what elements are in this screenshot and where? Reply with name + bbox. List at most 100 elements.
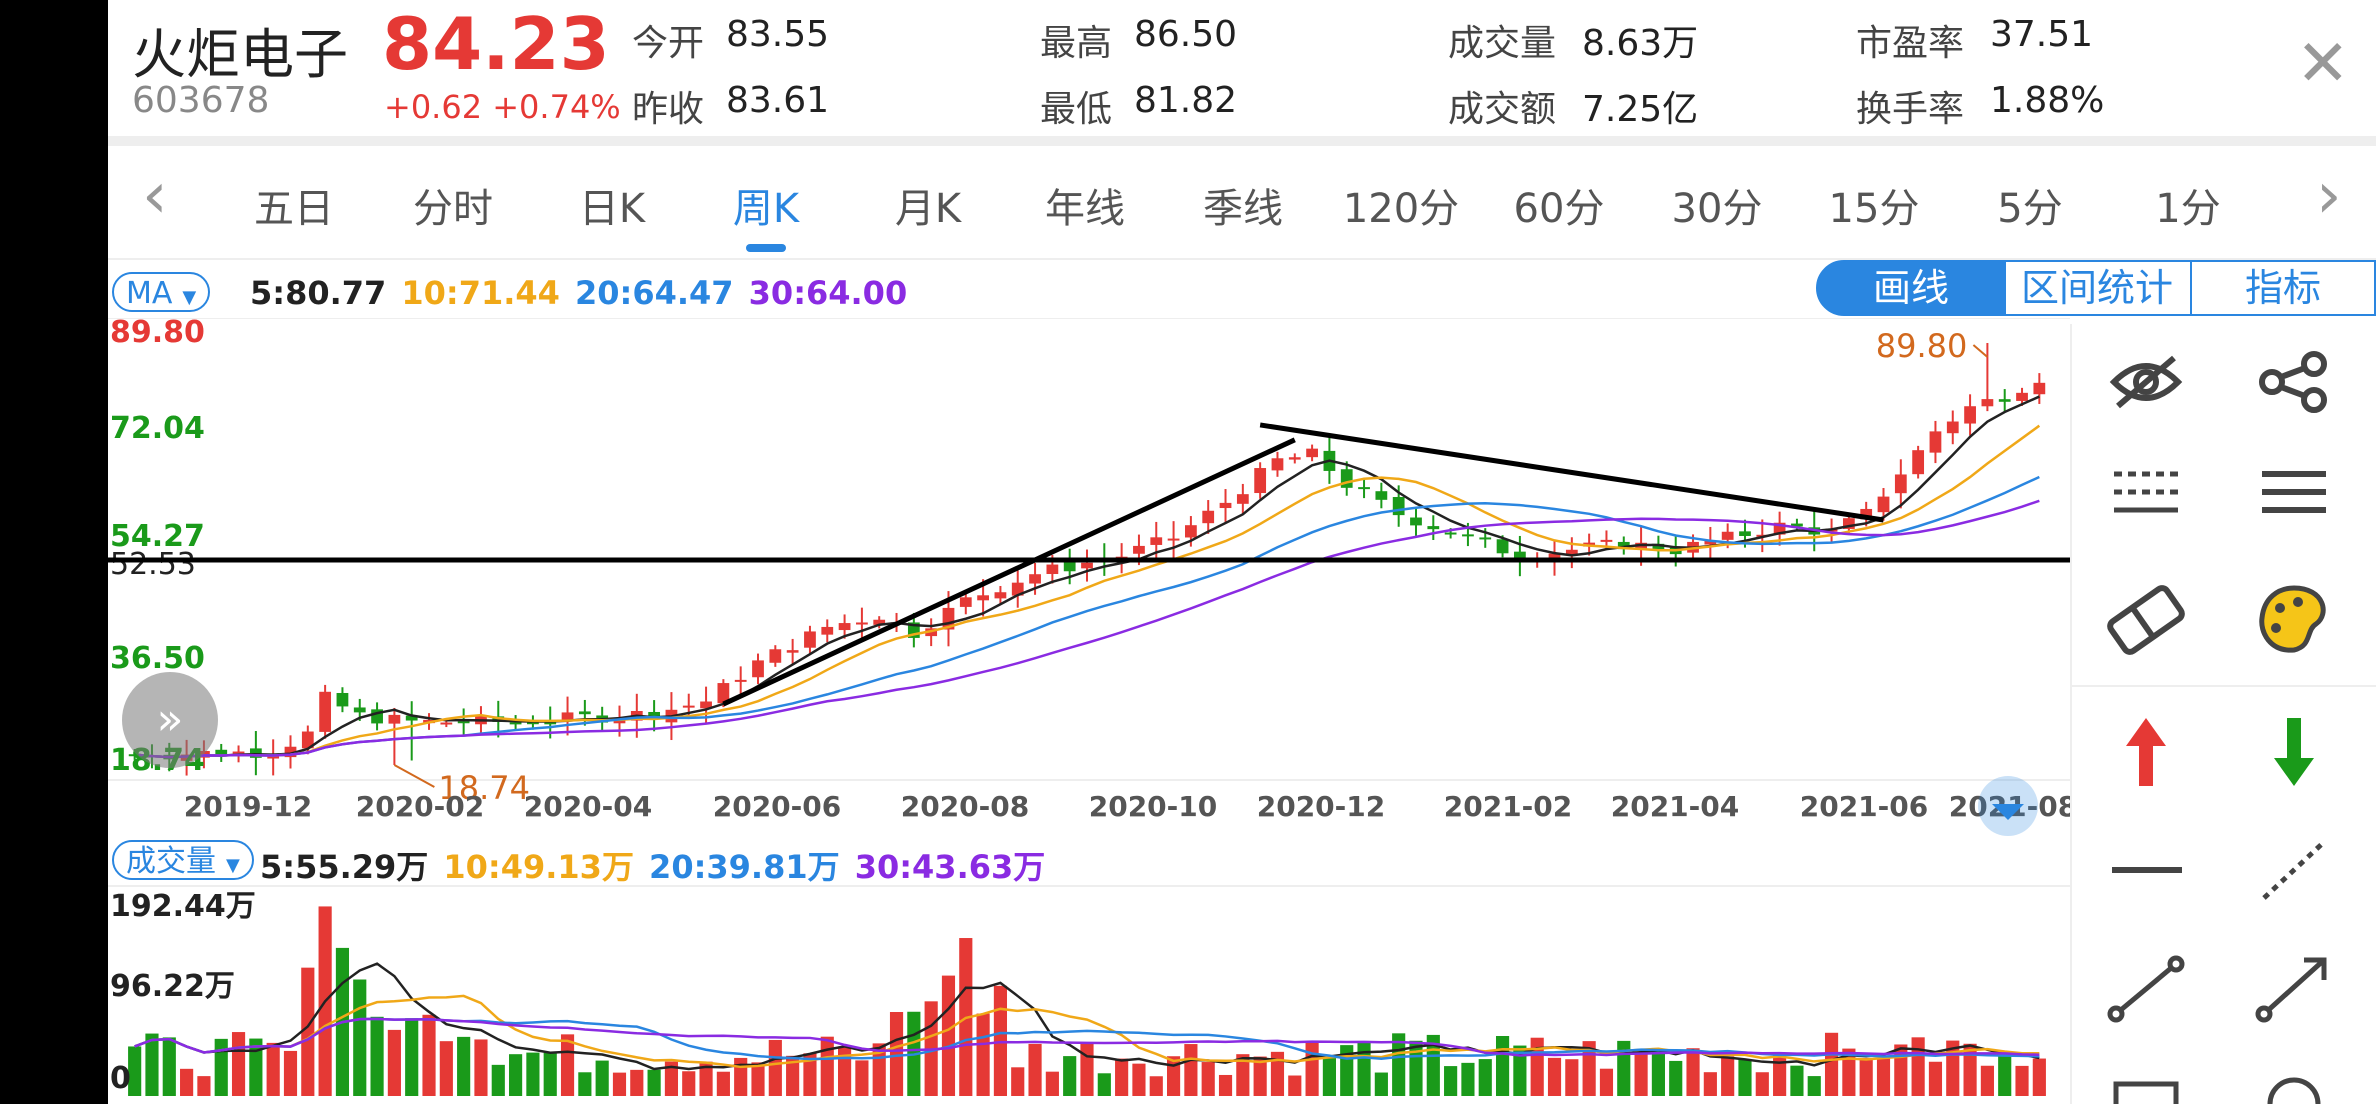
date-axis-label: 2021-04 (1611, 790, 1740, 823)
kline-chart[interactable]: 52.53 89.80 18.74 89.80 72.04 54.27 36.50 18.7… (108, 318, 2070, 1104)
candle-body (1219, 502, 1232, 509)
caret-down-icon[interactable] (1992, 804, 2024, 820)
tab-120min[interactable]: 120分 (1342, 186, 1460, 232)
volume-label: 成交量 (1448, 23, 1557, 64)
price-change: +0.62 +0.74% (384, 88, 621, 126)
tab-quarterly[interactable]: 季线 (1203, 186, 1283, 232)
volume-bar (1063, 1056, 1077, 1096)
close-icon[interactable]: ✕ (2296, 27, 2350, 101)
chevron-left-icon[interactable]: ‹ (142, 159, 168, 233)
volume-bar (2015, 1065, 2029, 1096)
arrow-down-icon[interactable] (2274, 718, 2314, 786)
candle-body (1652, 543, 1665, 551)
candle-body (700, 701, 712, 709)
candle-body (1427, 526, 1440, 530)
trend-line-up[interactable] (722, 437, 1296, 707)
hline-price-label: 52.53 (110, 547, 196, 582)
indicator-button[interactable]: 指标 (2190, 260, 2376, 316)
tab-1min[interactable]: 1分 (2155, 186, 2221, 232)
draw-line-button[interactable]: 画线 (1816, 260, 2006, 316)
volume-bar (1530, 1037, 1544, 1096)
volume-bar (1565, 1059, 1579, 1096)
volume-bar (439, 1041, 453, 1096)
pe-ratio-label: 市盈率 (1856, 23, 1965, 64)
volume-bar (214, 1038, 228, 1096)
candle-body (804, 631, 816, 648)
tab-30min[interactable]: 30分 (1671, 186, 1763, 232)
candle-body (1479, 537, 1492, 540)
date-axis-label: 2020-12 (1257, 790, 1386, 823)
volume-bar (301, 967, 315, 1096)
candle-body (1791, 523, 1803, 527)
dotted-line-icon[interactable] (2262, 840, 2326, 900)
volume-bar (1444, 1066, 1458, 1096)
segment-icon[interactable] (2107, 955, 2185, 1023)
date-axis-label: 2020-10 (1089, 790, 1218, 823)
candle-body (1011, 582, 1024, 596)
tab-intraday[interactable]: 分时 (413, 186, 493, 232)
stock-chart-app: 火炬电子 603678 84.23 +0.62 +0.74% 今开 83.55 … (108, 0, 2376, 1104)
share-icon[interactable] (2259, 351, 2327, 413)
volume-selector-label: 成交量 (126, 844, 216, 879)
tab-monthly-k[interactable]: 月K (894, 186, 962, 232)
tab-weekly-k[interactable]: 周K (732, 186, 800, 232)
candle-body (1288, 457, 1301, 460)
tab-yearly[interactable]: 年线 (1045, 186, 1125, 232)
palette-icon[interactable] (2259, 585, 2326, 653)
ray-arrow-icon[interactable] (2255, 957, 2327, 1023)
tab-60min[interactable]: 60分 (1513, 186, 1605, 232)
candle-body (1063, 561, 1076, 572)
candle-body (267, 756, 280, 759)
candle-body (1046, 564, 1059, 575)
tabs-divider (108, 258, 2376, 260)
candle-body (959, 597, 972, 607)
volume-bar (387, 1029, 401, 1096)
volume-bar (1998, 1056, 2012, 1096)
volume-bar (2032, 1058, 2046, 1096)
volume-axis-label: 192.44万 (110, 889, 256, 924)
tab-5min[interactable]: 5分 (1997, 186, 2063, 232)
drag-handle-icon[interactable]: » (122, 672, 218, 768)
arrow-up-icon[interactable] (2126, 718, 2166, 786)
chevron-right-icon[interactable]: › (2316, 159, 2342, 233)
volume-bar (1721, 1056, 1735, 1096)
candle-body (1271, 458, 1284, 471)
volume-bar (197, 1076, 211, 1096)
trend-line-down[interactable] (1259, 422, 1884, 523)
volume-bar (1322, 1057, 1336, 1096)
volume-bar (941, 975, 956, 1096)
ma-selector[interactable]: MA ▼ (112, 272, 211, 312)
volume-bar (768, 1039, 782, 1096)
eraser-icon[interactable] (2107, 585, 2185, 655)
solid-lines-icon[interactable] (2262, 471, 2326, 513)
low-label: 最低 (1040, 89, 1113, 130)
candle-body (1860, 508, 1873, 520)
volume-bar (1115, 1058, 1129, 1096)
user-drawings: 52.53 89.80 18.74 (108, 327, 2070, 807)
volume-bar (1876, 1058, 1891, 1096)
candle-body (1202, 510, 1215, 524)
volume-value: 8.63万 (1582, 23, 1699, 64)
volume-selector[interactable]: 成交量 ▼ (112, 840, 254, 880)
volume-bars (128, 906, 2046, 1096)
candle-body (319, 691, 332, 732)
volume-axis: 192.44万 96.22万 0 (110, 889, 256, 1096)
candle-body (1513, 551, 1526, 561)
tab-daily-k[interactable]: 日K (578, 186, 646, 232)
volume-bar (1842, 1048, 1856, 1096)
turnover-rate-label: 换手率 (1856, 89, 1965, 130)
eye-off-icon[interactable] (2109, 355, 2183, 409)
price-axis-label: 89.80 (110, 318, 205, 350)
candle-body (1029, 574, 1041, 584)
dashed-lines-icon[interactable] (2114, 471, 2178, 513)
candle-body (1496, 539, 1509, 554)
open-value: 83.55 (726, 14, 830, 55)
range-stats-button[interactable]: 区间统计 (2004, 260, 2192, 316)
volume-bar (1218, 1074, 1233, 1096)
tab-five-day[interactable]: 五日 (254, 186, 334, 232)
volume-bar (474, 1039, 488, 1096)
tab-15min[interactable]: 15分 (1828, 186, 1920, 232)
volume-axis-label: 0 (110, 1061, 131, 1096)
volume-bar (128, 1046, 142, 1096)
drawing-toolbar (2070, 324, 2376, 1104)
